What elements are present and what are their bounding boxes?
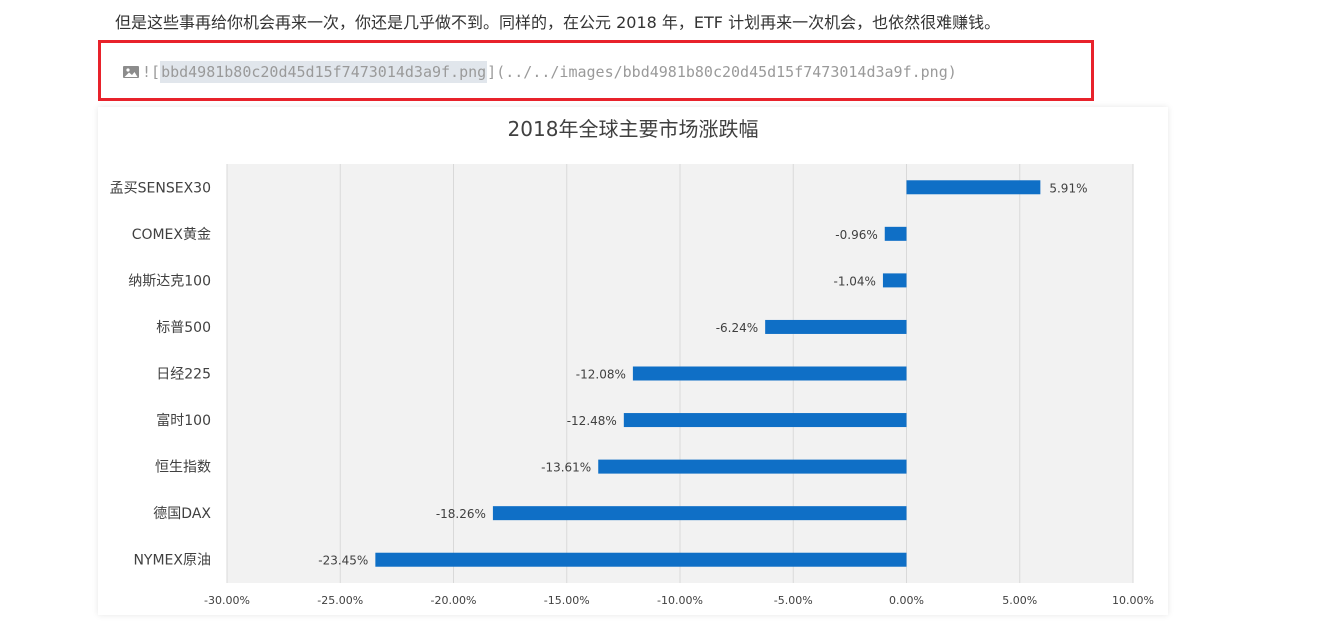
category-label: 富时100: [156, 412, 211, 429]
x-tick-label: -25.00%: [317, 594, 363, 607]
markdown-path: ](../../images/bbd4981b80c20d45d15f74730…: [487, 63, 957, 81]
bar: [632, 366, 907, 381]
x-tick-label: 0.00%: [889, 594, 924, 607]
data-label: -18.26%: [436, 507, 486, 521]
category-label: 日经225: [156, 367, 211, 383]
bar: [884, 226, 907, 241]
data-label: -12.48%: [567, 414, 617, 428]
market-change-bar-chart: -30.00% -25.00% -20.00% -15.00% -10.00% -5.00…: [110, 117, 1154, 607]
highlight-annotation-box: [98, 40, 1094, 101]
chart-title: 2018年全球主要市场涨跌幅: [508, 117, 759, 141]
data-label: -1.04%: [833, 274, 875, 288]
x-tick-label: -30.00%: [204, 594, 250, 607]
data-label: 5.91%: [1049, 181, 1087, 195]
category-label: 纳斯达克100: [128, 273, 211, 289]
bar: [375, 552, 907, 567]
data-label: -13.61%: [541, 461, 591, 475]
bar: [623, 413, 907, 428]
x-tick-label: 5.00%: [1002, 594, 1037, 607]
x-tick-label: -10.00%: [657, 594, 703, 607]
category-label: 德国DAX: [153, 506, 211, 522]
bar: [598, 459, 907, 474]
data-label: -0.96%: [835, 228, 877, 242]
x-tick-label: -20.00%: [431, 594, 477, 607]
category-label: 孟买SENSEX30: [110, 180, 211, 196]
category-label: NYMEX原油: [133, 553, 211, 569]
bar: [906, 180, 1041, 195]
markdown-prefix: ![: [142, 63, 161, 81]
category-label: 恒生指数: [155, 460, 211, 476]
x-tick-label: -15.00%: [544, 594, 590, 607]
article-paragraph: 但是这些事再给你机会再来一次，你还是几乎做不到。同样的，在公元 2018 年，E…: [115, 13, 1001, 32]
bar: [765, 319, 907, 334]
bar: [492, 506, 907, 521]
category-label: 标普500: [156, 320, 211, 336]
image-markdown-link[interactable]: ![bbd4981b80c20d45d15f7473014d3a9f.png](…: [122, 58, 957, 86]
x-tick-label: -5.00%: [774, 594, 813, 607]
chart-card: -30.00% -25.00% -20.00% -15.00% -10.00% -5.00…: [98, 107, 1168, 615]
bar: [882, 273, 907, 288]
data-label: -23.45%: [318, 554, 368, 568]
image-alt-text[interactable]: bbd4981b80c20d45d15f7473014d3a9f.png: [160, 61, 488, 83]
data-label: -12.08%: [576, 368, 626, 382]
x-tick-label: 10.00%: [1112, 594, 1154, 607]
image-icon: [123, 66, 139, 78]
data-label: -6.24%: [716, 321, 758, 335]
category-label: COMEX黄金: [132, 226, 211, 243]
